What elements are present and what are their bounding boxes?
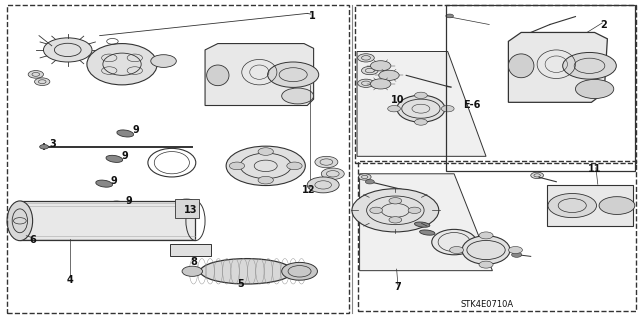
Circle shape [371,79,391,89]
Circle shape [599,197,635,214]
Text: 7: 7 [394,282,401,292]
Ellipse shape [207,65,229,86]
Ellipse shape [415,222,430,227]
Circle shape [40,145,49,149]
Polygon shape [205,44,314,106]
Circle shape [370,207,383,213]
Circle shape [379,70,399,80]
Circle shape [362,66,378,75]
Bar [355,4,636,163]
Polygon shape [547,185,633,226]
Ellipse shape [508,54,534,78]
Text: 8: 8 [190,257,197,267]
Text: 10: 10 [391,95,404,105]
Circle shape [365,180,374,184]
Circle shape [415,92,428,99]
Polygon shape [360,174,492,271]
Text: 13: 13 [184,205,197,215]
Circle shape [315,156,338,168]
Circle shape [388,106,401,112]
Circle shape [450,247,464,254]
Text: 4: 4 [67,275,73,285]
Circle shape [229,162,244,170]
Text: 9: 9 [132,125,140,135]
Circle shape [268,62,319,87]
Text: 1: 1 [309,11,316,21]
Circle shape [479,232,493,239]
Circle shape [358,54,374,62]
Bar [447,5,635,171]
Bar [358,161,636,311]
Ellipse shape [7,201,33,241]
Circle shape [508,247,522,254]
Circle shape [371,61,391,71]
Text: 3: 3 [50,139,56,149]
Ellipse shape [420,230,435,235]
Circle shape [446,14,454,18]
Circle shape [44,38,92,62]
Circle shape [548,194,596,218]
Circle shape [307,177,339,193]
Circle shape [389,197,402,204]
Ellipse shape [151,55,176,67]
Circle shape [563,52,616,79]
Text: 5: 5 [237,279,244,289]
Circle shape [531,172,543,179]
Polygon shape [357,51,486,156]
Circle shape [28,70,44,78]
Ellipse shape [111,201,127,208]
Text: 11: 11 [588,164,602,174]
Text: 6: 6 [29,234,36,245]
Ellipse shape [117,130,134,137]
Circle shape [258,148,273,155]
Circle shape [415,119,428,125]
Text: 2: 2 [600,19,607,30]
Ellipse shape [96,180,113,187]
Circle shape [321,168,344,180]
Ellipse shape [397,95,445,122]
Text: 9: 9 [111,176,118,186]
Text: E-6: E-6 [463,100,480,110]
Ellipse shape [200,259,293,284]
Polygon shape [20,201,195,241]
Circle shape [358,79,374,87]
Circle shape [282,263,317,280]
Circle shape [389,217,402,223]
Circle shape [226,146,305,186]
Ellipse shape [87,44,157,85]
Ellipse shape [106,155,123,162]
Circle shape [182,266,202,276]
Circle shape [35,78,50,85]
Circle shape [408,207,421,213]
Circle shape [258,176,273,184]
Circle shape [511,252,522,257]
Circle shape [479,261,493,268]
Text: 9: 9 [125,197,132,206]
Bar [7,4,349,313]
Polygon shape [175,199,198,218]
Ellipse shape [462,236,510,264]
Text: 12: 12 [302,185,316,195]
Text: STK4E0710A: STK4E0710A [461,300,514,309]
Circle shape [442,106,454,112]
Polygon shape [508,33,607,102]
Circle shape [287,162,302,170]
Circle shape [352,189,439,232]
Polygon shape [170,244,211,256]
Text: 9: 9 [122,151,129,161]
Circle shape [358,174,371,180]
Circle shape [575,79,614,99]
Circle shape [282,88,314,104]
Ellipse shape [432,229,476,255]
